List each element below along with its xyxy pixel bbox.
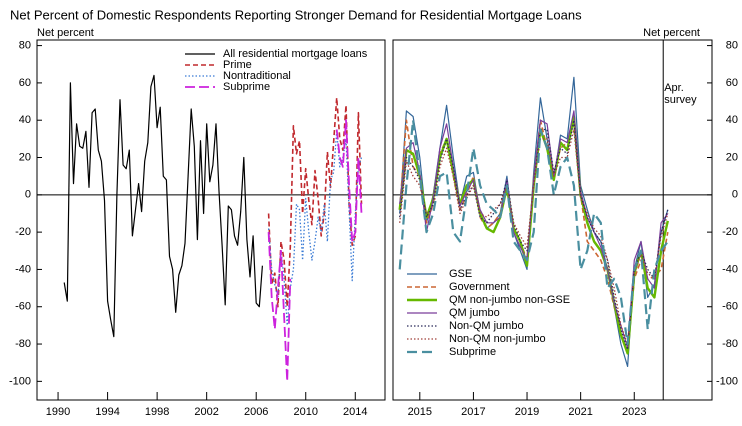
y-axis-label: Net percent [643, 27, 700, 39]
x-tick-label: 1990 [46, 406, 70, 418]
y-tick-label: -20 [722, 226, 738, 238]
plot-frame [36, 39, 386, 401]
legend-label: QM jumbo [449, 307, 500, 319]
x-tick-label: 2015 [408, 406, 432, 418]
legend-label: Subprime [449, 346, 496, 358]
y-tick-label: 20 [726, 151, 738, 163]
x-tick-label: 2014 [343, 406, 367, 418]
plot-frame [392, 39, 713, 401]
y-tick-label: 60 [19, 77, 31, 89]
x-tick-label: 2002 [194, 406, 218, 418]
x-tick-label: 2021 [568, 406, 592, 418]
legend-label: Nontraditional [223, 70, 291, 82]
y-tick-label: -80 [15, 338, 31, 350]
legend-label: All residential mortgage loans [223, 48, 368, 60]
y-tick-label: -100 [9, 375, 31, 387]
series-line [399, 76, 669, 367]
y-tick-label: -60 [15, 301, 31, 313]
legend-label: Non-QM non-jumbo [449, 333, 546, 345]
y-tick-label: 0 [732, 189, 738, 201]
y-tick-label: 40 [726, 114, 738, 126]
x-tick-label: 1994 [95, 406, 119, 418]
x-tick-label: 2019 [515, 406, 539, 418]
y-tick-label: 20 [19, 151, 31, 163]
series-line [399, 128, 669, 345]
y-tick-label: -40 [722, 263, 738, 275]
legend-label: Government [449, 281, 510, 293]
series-line [398, 119, 669, 346]
x-tick-label: 2023 [622, 406, 646, 418]
legend-label: Non-QM jumbo [449, 320, 524, 332]
y-tick-label: -20 [15, 226, 31, 238]
series-line [267, 130, 363, 327]
annotation: Apr. [664, 82, 684, 94]
series-line [267, 119, 363, 383]
y-tick-label: 0 [25, 189, 31, 201]
y-tick-label: 60 [726, 77, 738, 89]
x-tick-label: 2006 [244, 406, 268, 418]
series-line [267, 97, 363, 308]
series-line [63, 74, 263, 338]
legend-label: Subprime [223, 81, 270, 93]
x-tick-label: 1998 [145, 406, 169, 418]
legend-label: GSE [449, 268, 472, 280]
y-axis-label: Net percent [37, 27, 94, 39]
y-tick-label: 40 [19, 114, 31, 126]
y-tick-label: 80 [19, 40, 31, 52]
x-tick-label: 2010 [293, 406, 317, 418]
chart-title: Net Percent of Domestic Respondents Repo… [10, 7, 582, 22]
y-tick-label: -60 [722, 301, 738, 313]
x-tick-label: 2017 [461, 406, 485, 418]
y-tick-label: -100 [716, 375, 738, 387]
legend-label: Prime [223, 59, 252, 71]
y-tick-label: -40 [15, 263, 31, 275]
legend-label: QM non-jumbo non-GSE [449, 294, 570, 306]
annotation: survey [664, 94, 697, 106]
y-tick-label: -80 [722, 338, 738, 350]
y-tick-label: 80 [726, 40, 738, 52]
series-line [399, 110, 669, 349]
